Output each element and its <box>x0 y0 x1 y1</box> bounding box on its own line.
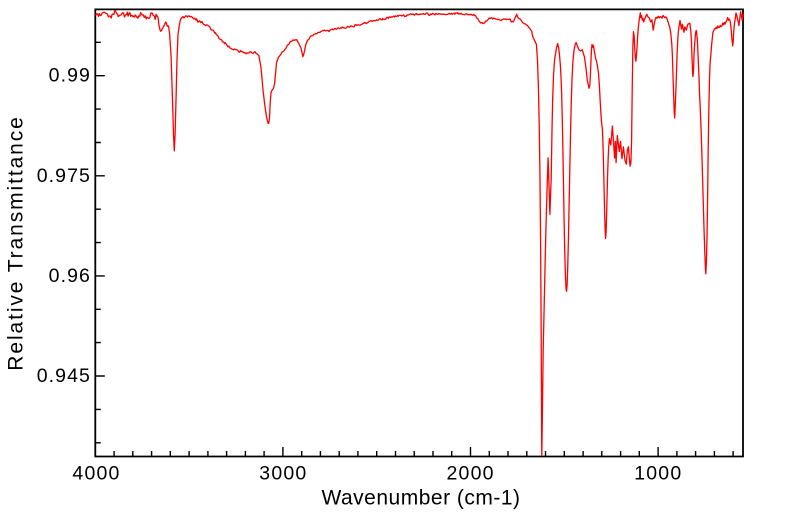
svg-text:0.96: 0.96 <box>49 265 91 287</box>
svg-text:Wavenumber (cm-1): Wavenumber (cm-1) <box>321 487 520 510</box>
svg-text:3000: 3000 <box>259 463 307 485</box>
svg-text:0.99: 0.99 <box>49 65 91 87</box>
svg-text:0.975: 0.975 <box>37 165 91 187</box>
svg-text:4000: 4000 <box>72 463 120 485</box>
svg-text:1000: 1000 <box>634 463 682 485</box>
svg-text:2000: 2000 <box>447 463 495 485</box>
svg-text:0.945: 0.945 <box>37 365 91 387</box>
svg-text:Relative Transmittance: Relative Transmittance <box>5 115 28 370</box>
